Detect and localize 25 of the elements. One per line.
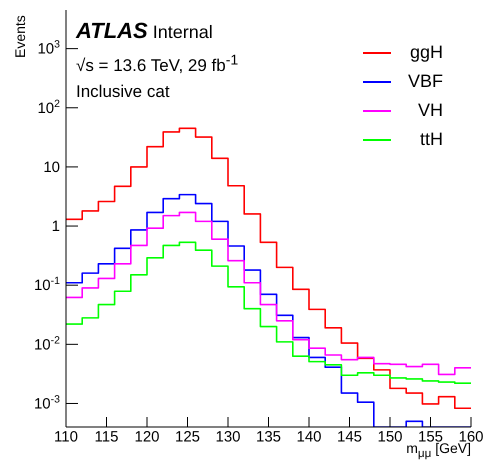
x-tick-label: 135	[256, 428, 282, 446]
legend-label: VH	[418, 100, 443, 121]
y-axis-title: Events	[12, 15, 28, 58]
y-tick-label: 10$^{-3}$	[34, 393, 60, 412]
annotation: Internal	[152, 22, 213, 42]
y-tick-label: 10$^{3}$	[37, 38, 60, 58]
x-tick-label: 125	[174, 428, 200, 446]
annotation: ATLAS	[76, 18, 148, 43]
x-tick-label: 140	[296, 428, 322, 446]
y-tick-label: 10$^{-2}$	[34, 334, 60, 354]
legend-label: ttH	[420, 129, 443, 150]
y-tick-label: 10$^{2}$	[37, 98, 60, 117]
annotation: Inclusive cat	[76, 82, 170, 101]
y-tick-label: 10$^{-1}$	[34, 275, 60, 294]
x-tick-label: 130	[215, 428, 241, 446]
legend-label: VBF	[408, 71, 443, 92]
y-tick-label: 1	[52, 218, 60, 236]
legend-label: ggH	[410, 42, 443, 63]
x-tick-label: 115	[94, 428, 118, 446]
x-tick-label: 150	[377, 428, 403, 446]
y-tick-label: 10	[43, 158, 60, 176]
x-tick-label: 145	[336, 428, 362, 446]
annotation: √s = 13.6 TeV, 29 fb$^{-1}$	[76, 52, 238, 75]
x-tick-label: 110	[54, 428, 78, 446]
x-tick-label: 120	[134, 428, 160, 446]
